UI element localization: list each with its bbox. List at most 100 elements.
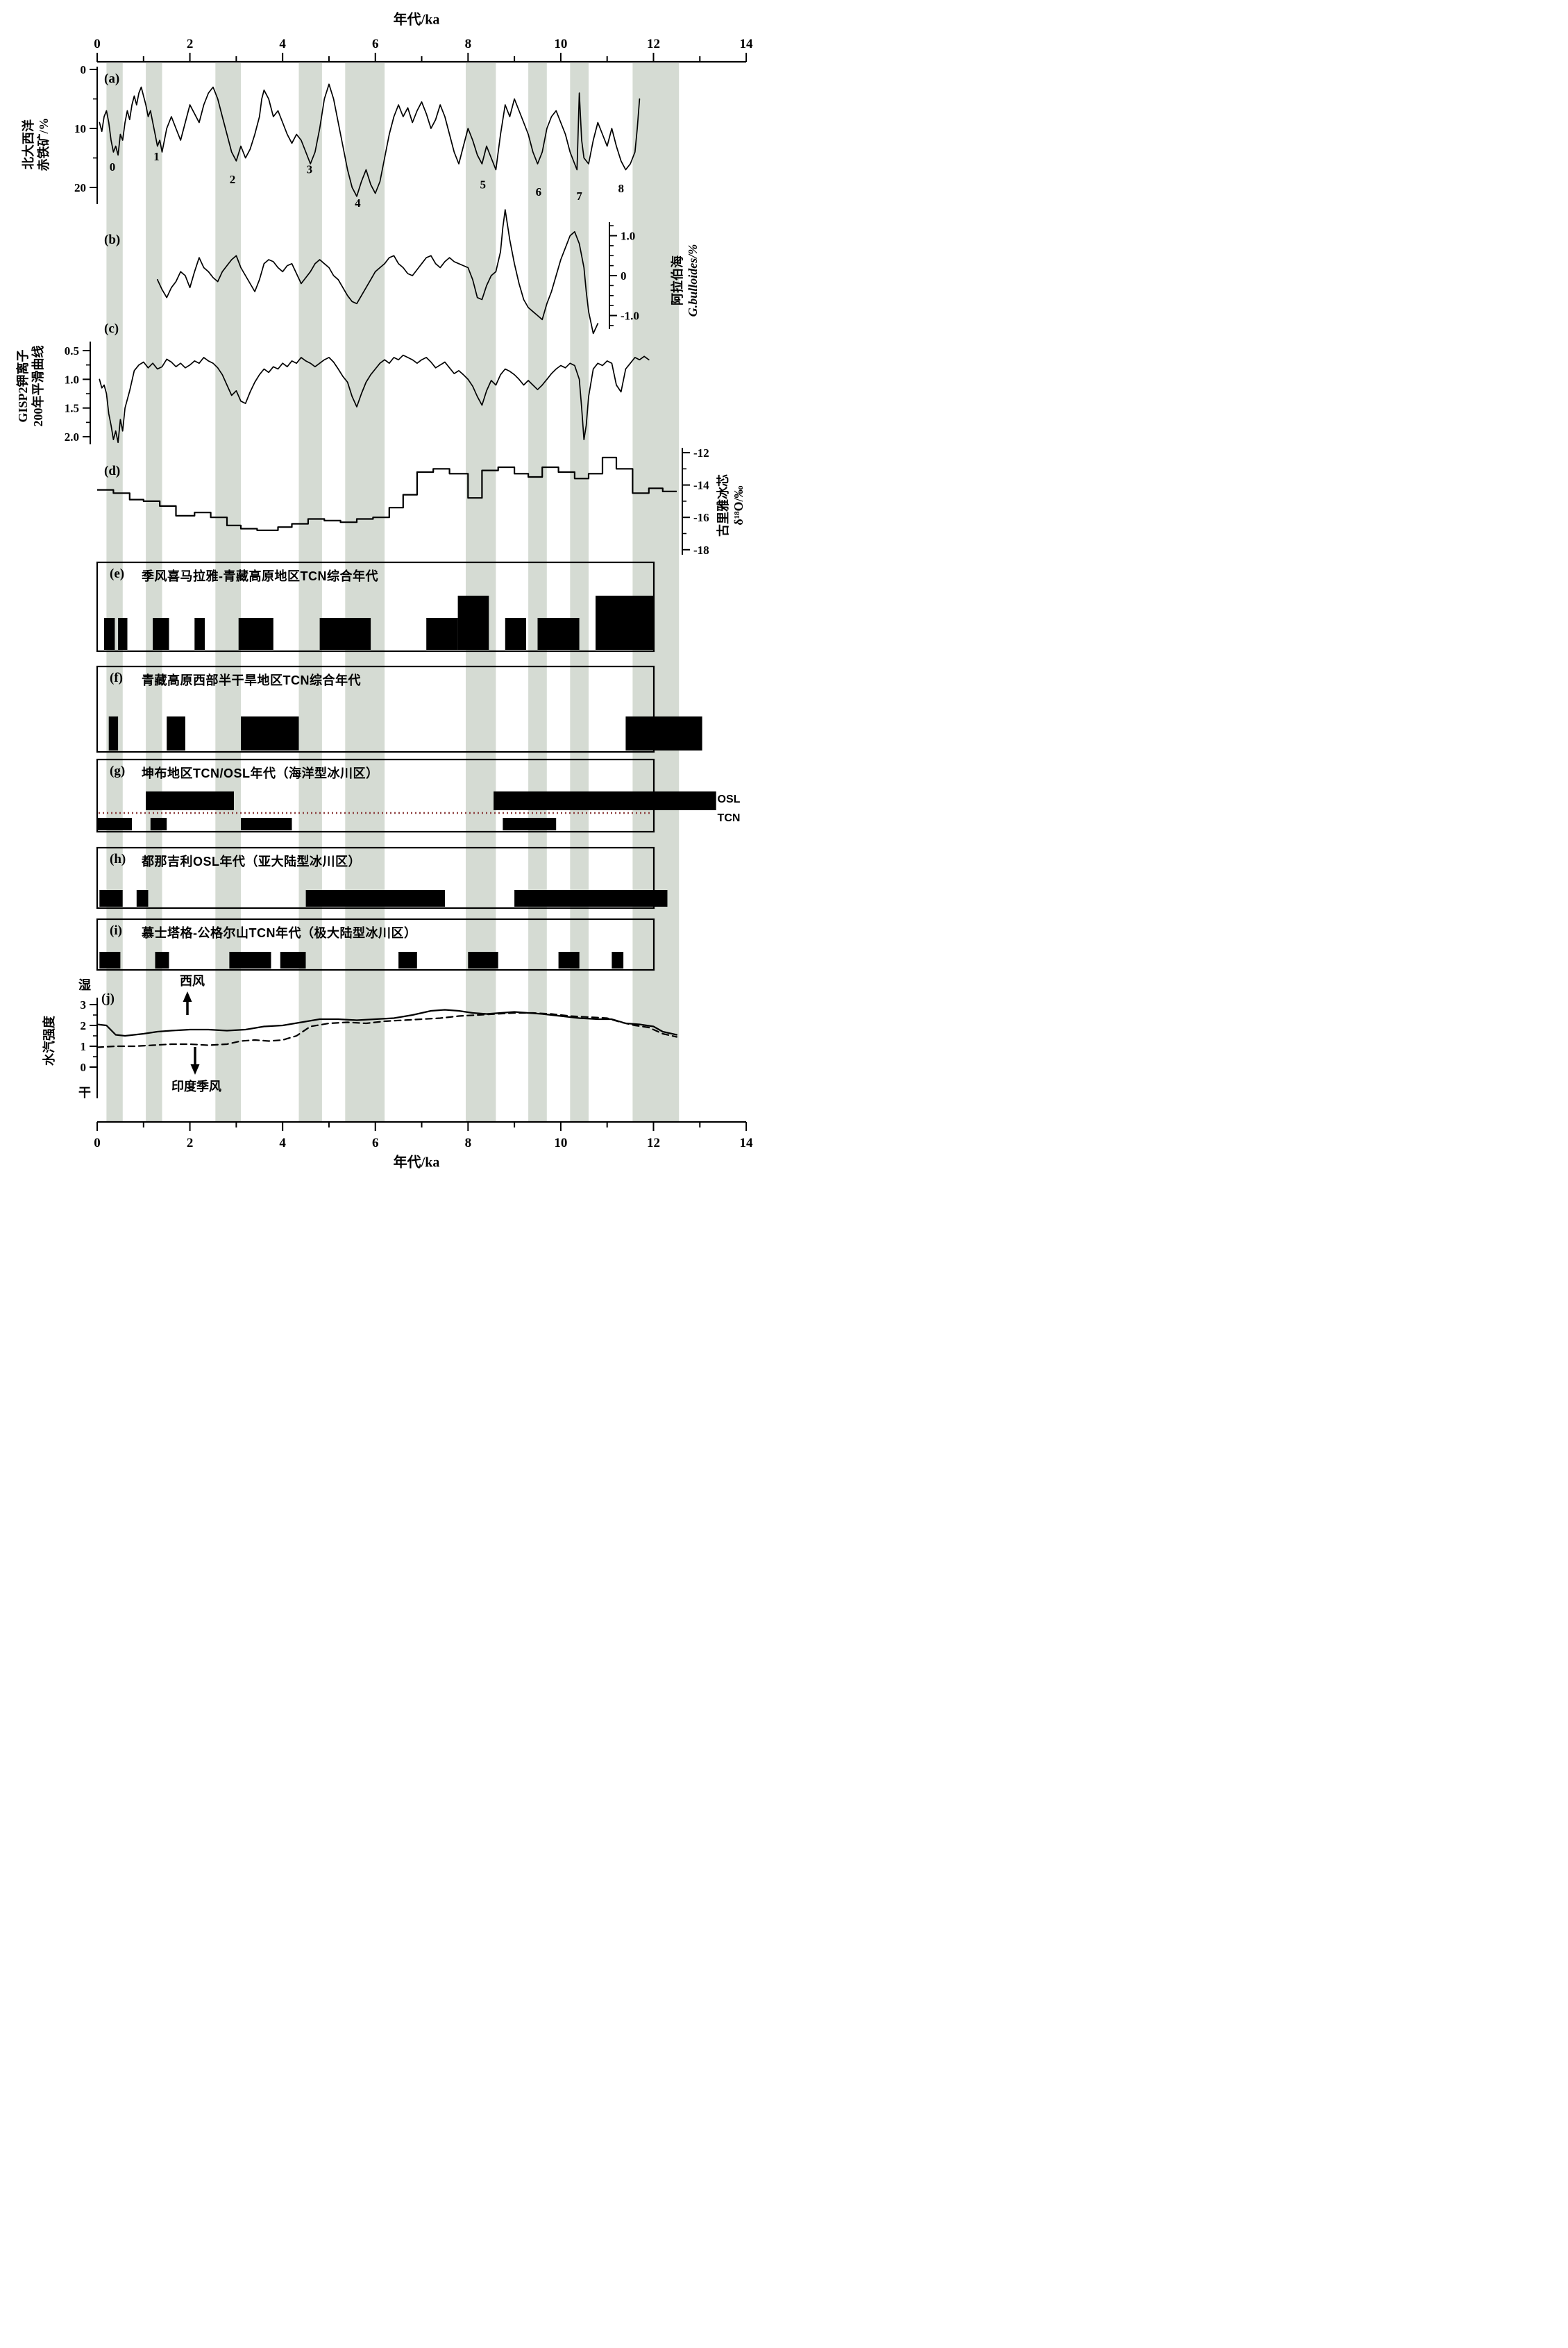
panel-letter-c: (c) — [104, 321, 119, 336]
age-interval-bar-f — [241, 716, 299, 750]
d-axis-tick-label: -12 — [693, 446, 709, 460]
bond-event-number: 8 — [618, 182, 624, 195]
westerlies-label: 西风 — [180, 974, 205, 988]
tcn-age-bar — [503, 818, 557, 830]
climate-event-band — [466, 63, 496, 1122]
guliya-d18o-step-curve — [97, 456, 677, 531]
age-interval-bar-f — [167, 716, 185, 750]
age-interval-bar-i — [612, 952, 624, 968]
panel-e-title: 季风喜马拉雅-青藏高原地区TCN综合年代 — [142, 569, 378, 583]
bottom-axis-tick-label: 2 — [187, 1136, 194, 1150]
c-axis-tick-label: 0.5 — [65, 344, 79, 358]
climate-event-band — [632, 63, 680, 1122]
age-interval-bar-e — [153, 618, 169, 650]
gisp2-axis-label: GISP2钾离子 200年平滑曲线 — [15, 346, 46, 427]
age-interval-bar-h — [514, 890, 668, 907]
gisp2-axis-label-line1: GISP2钾离子 — [16, 349, 30, 423]
panel-h-title: 都那吉利OSL年代（亚大陆型冰川区） — [142, 855, 362, 869]
age-interval-bar-e — [426, 618, 458, 650]
top-axis-tick-label: 10 — [554, 37, 567, 51]
top-axis-tick-label: 2 — [187, 37, 194, 51]
age-interval-bar-e — [319, 618, 371, 650]
bottom-axis-tick-label: 4 — [279, 1136, 286, 1150]
age-interval-bar-e — [505, 618, 526, 650]
age-interval-bar-i — [229, 952, 271, 968]
age-interval-bar-i — [99, 952, 121, 968]
wet-label: 湿 — [78, 978, 91, 992]
age-interval-bar-e — [118, 618, 128, 650]
guliya-axis-label-line2: δ¹⁸O/‰ — [732, 485, 745, 526]
hematite-axis-label-line2: 赤铁矿/% — [37, 117, 51, 171]
top-axis-tick-label: 14 — [740, 37, 754, 51]
gbulloides-axis-label-line1: 阿拉伯海 — [671, 255, 684, 306]
d-axis-tick-label: -16 — [693, 511, 709, 524]
osl-age-bar — [146, 791, 234, 810]
panel-letter-f: (f) — [110, 671, 123, 685]
a-axis-tick-label: 10 — [74, 122, 86, 135]
gbulloides-axis-label-line2: G.bulloides/% — [686, 244, 700, 317]
gbulloides-curve — [156, 209, 599, 335]
age-interval-bar-f — [108, 716, 119, 750]
climate-event-band — [146, 63, 162, 1122]
a-axis-tick-label: 0 — [81, 63, 87, 76]
panel-letter-e: (e) — [110, 567, 125, 581]
climate-event-band — [215, 63, 241, 1122]
age-interval-bar-i — [398, 952, 417, 968]
climate-event-band — [345, 63, 385, 1122]
bond-event-number: 3 — [307, 163, 313, 176]
bond-event-number: 7 — [576, 190, 582, 203]
panel-i-title: 慕士塔格-公格尔山TCN年代（极大陆型冰川区） — [142, 926, 417, 940]
bond-event-number: 6 — [536, 185, 542, 199]
age-interval-bar-f — [625, 716, 702, 750]
bond-event-number: 5 — [480, 178, 486, 192]
guliya-axis-label: 古里雅冰芯 δ¹⁸O/‰ — [716, 474, 746, 537]
bond-event-number: 4 — [355, 196, 361, 210]
hematite-axis-label-line1: 北大西洋 — [22, 119, 35, 170]
panel-letter-d: (d) — [104, 464, 121, 478]
guliya-axis-label-line1: 古里雅冰芯 — [716, 474, 730, 537]
age-interval-bar-e — [104, 618, 115, 650]
indian-monsoon-label: 印度季风 — [171, 1080, 221, 1093]
bottom-axis-tick-label: 10 — [554, 1136, 567, 1150]
top-axis-tick-label: 6 — [372, 37, 379, 51]
bottom-axis-tick-label: 0 — [94, 1136, 101, 1150]
climate-event-band — [570, 63, 589, 1122]
age-interval-bar-e — [194, 618, 205, 650]
bottom-axis-title: 年代/ka — [393, 1155, 440, 1171]
bond-event-number: 0 — [110, 160, 116, 174]
moisture-axis-label: 水汽强度 — [42, 1016, 56, 1066]
gbulloides-axis-label: 阿拉伯海 G.bulloides/% — [670, 244, 700, 317]
climate-event-band — [528, 63, 547, 1122]
a-axis-tick-label: 20 — [74, 181, 86, 194]
panel-letter-h: (h) — [110, 852, 126, 866]
panel-letter-i: (i) — [110, 923, 122, 938]
hematite-axis-label: 北大西洋 赤铁矿/% — [21, 117, 51, 171]
climate-event-band — [106, 63, 123, 1122]
age-interval-bar-e — [457, 596, 489, 650]
panel-e-box — [96, 561, 655, 653]
bottom-axis-tick-label: 12 — [647, 1136, 660, 1150]
age-interval-bar-i — [155, 952, 169, 968]
age-interval-bar-i — [558, 952, 580, 968]
dry-label: 干 — [78, 1086, 91, 1100]
panel-h-box — [96, 846, 655, 909]
bottom-axis-tick-label: 6 — [372, 1136, 379, 1150]
j-axis-tick-label: 2 — [81, 1019, 87, 1032]
panel-g-title: 坤布地区TCN/OSL年代（海洋型冰川区） — [142, 766, 379, 780]
top-axis-tick-label: 4 — [279, 37, 286, 51]
b-axis-tick-label: -1.0 — [621, 310, 639, 323]
age-interval-bar-h — [99, 890, 123, 907]
bond-event-number: 2 — [230, 173, 236, 186]
panel-letter-g: (g) — [110, 764, 126, 778]
age-interval-bar-e — [238, 618, 273, 650]
c-axis-tick-label: 2.0 — [65, 430, 79, 444]
top-axis-title: 年代/ka — [393, 12, 440, 28]
panel-letter-b: (b) — [104, 233, 121, 247]
hematite-curve — [99, 83, 641, 197]
age-interval-bar-h — [136, 890, 149, 907]
j-axis-tick-label: 0 — [81, 1061, 87, 1074]
age-interval-bar-e — [596, 596, 654, 650]
tcn-age-bar — [97, 818, 133, 830]
j-axis-tick-label: 3 — [81, 998, 87, 1012]
